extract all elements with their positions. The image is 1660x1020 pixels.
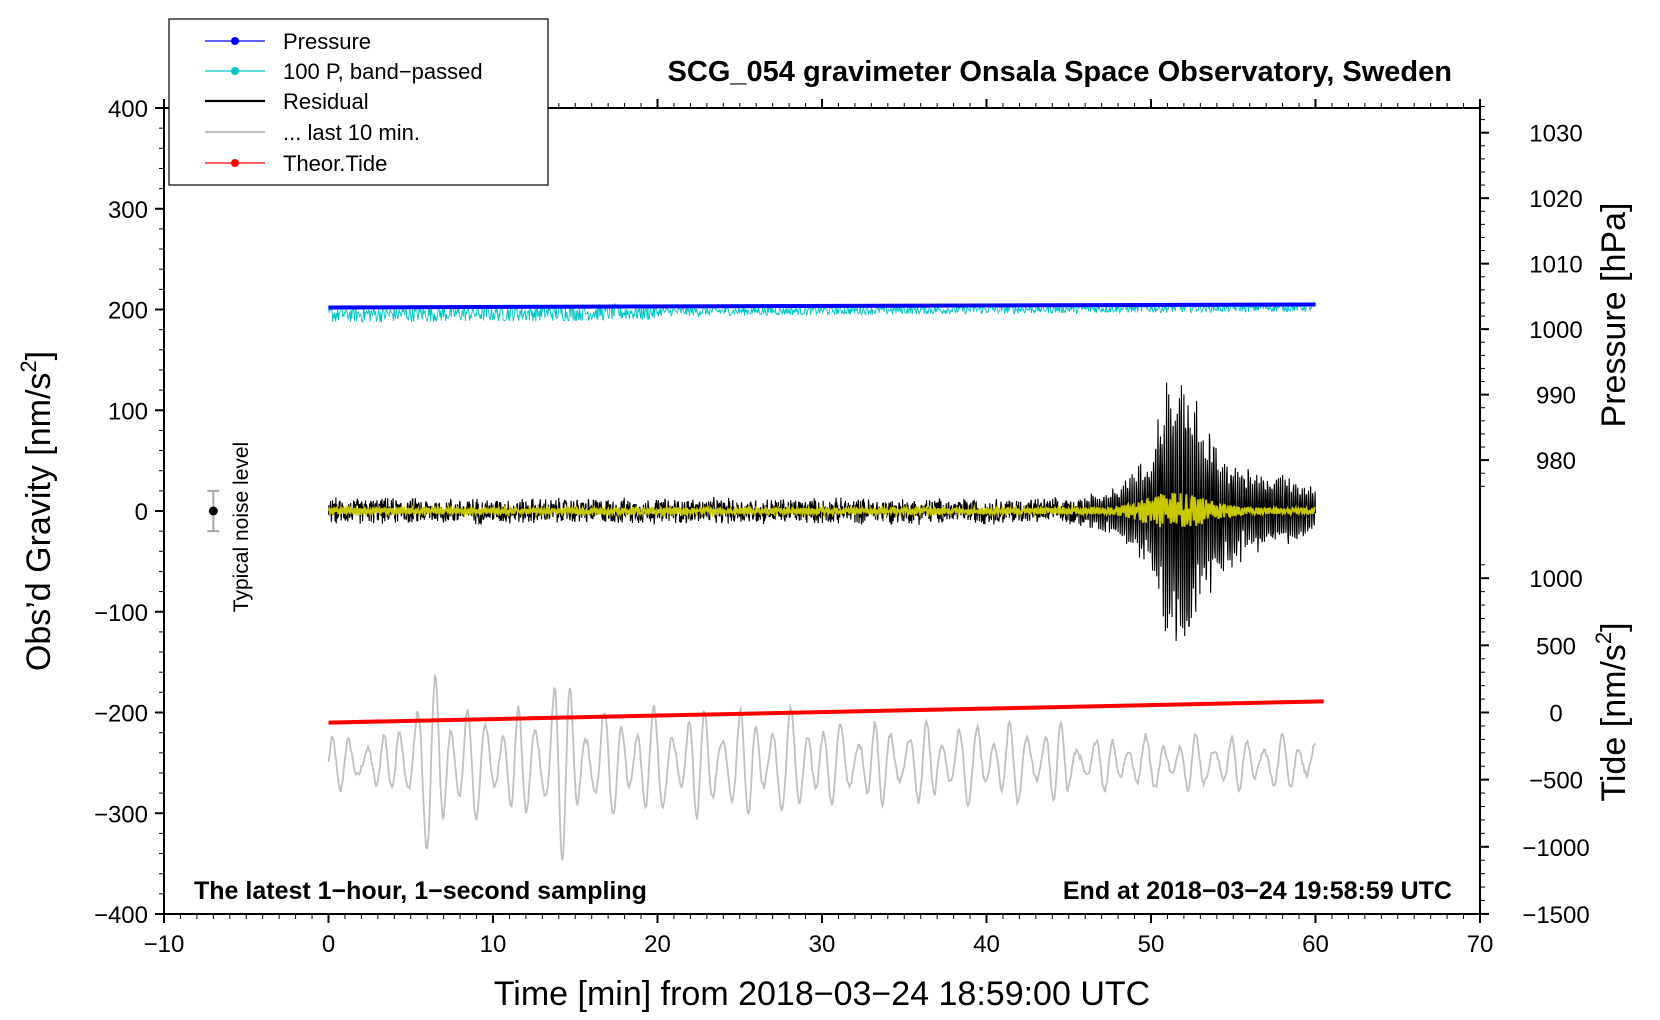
x-tick-label: 20 [644,931,671,958]
legend-marker-tide [231,159,239,167]
pressure-tick-label: 990 [1536,383,1576,410]
x-tick-label: 50 [1138,931,1165,958]
chart-title: SCG_054 gravimeter Onsala Space Observat… [668,56,1452,88]
legend-entry-pressure: Pressure [205,29,371,54]
y-axis-label-text: Obs’d Gravity [nm/s [20,373,58,672]
legend-marker-bandpassed [231,67,239,75]
tide-tick-label: 500 [1536,633,1576,660]
x-tick-label: 40 [973,931,1000,958]
tide-axis-label-sup: 2 [1591,632,1616,644]
tide-axis-label: Tide [nm/s2] [1591,622,1633,801]
y-tick-label: 400 [108,96,148,123]
y-axis-label-close: ] [20,351,58,360]
legend-label-residual: Residual [283,89,369,114]
pressure-tick-label: 1020 [1529,186,1582,213]
legend-label-bandpassed: 100 P, band−passed [283,59,483,84]
x-tick-label: −10 [144,931,185,958]
end-time-annotation: End at 2018−03−24 19:58:59 UTC [1063,877,1452,905]
tide-tick-label: −1000 [1522,835,1589,862]
x-tick-label: 0 [322,931,335,958]
series-residual-filtered-line [327,492,1316,528]
pressure-tick-label: 1000 [1529,317,1582,344]
data-layer [327,301,1324,861]
y-axis-label: Obs’d Gravity [nm/s2] [16,351,58,671]
y-tick-label: 0 [135,499,148,526]
legend-entry-residual: Residual [205,89,369,114]
series-pressure-line [328,302,1316,310]
y-tick-label: 200 [108,298,148,325]
legend-entry-tide: Theor.Tide [205,151,387,176]
x-axis-label: Time [min] from 2018−03−24 18:59:00 UTC [494,975,1150,1013]
x-tick-label: 60 [1302,931,1329,958]
x-tick-label: 30 [809,931,836,958]
tide-tick-label: −500 [1529,768,1583,795]
pressure-tick-label: 1030 [1529,121,1582,148]
noise-label: Typical noise level [230,442,253,612]
y-tick-label: −200 [94,701,148,728]
legend-label-last10: ... last 10 min. [283,120,420,145]
series-bandpassed-line [328,301,1316,324]
series-tide-line [328,699,1324,725]
pressure-tick-label: 1010 [1529,252,1582,279]
y-tick-label: 100 [108,398,148,425]
legend-marker-pressure [231,37,239,45]
tide-tick-label: 0 [1549,701,1562,728]
y-tick-label: 300 [108,197,148,224]
tide-axis-label-text: Tide [nm/s [1595,644,1633,801]
sampling-annotation: The latest 1−hour, 1−second sampling [194,877,647,905]
x-tick-label: 10 [480,931,507,958]
legend-label-pressure: Pressure [283,29,371,54]
tide-tick-label: −1500 [1522,902,1589,929]
legend-entry-bandpassed: 100 P, band−passed [205,59,483,84]
pressure-tick-label: 980 [1536,448,1576,475]
x-tick-label: 70 [1467,931,1494,958]
tide-tick-label: 1000 [1529,566,1582,593]
tide-axis-label-close: ] [1595,622,1633,631]
legend-entry-last10: ... last 10 min. [205,120,420,145]
axis-layer: −10 0 10 20 30 40 50 60 704003002001000−100−200−… [94,96,1590,958]
legend-label-tide: Theor.Tide [283,151,387,176]
pressure-axis-label: Pressure [hPa] [1595,203,1633,428]
y-tick-label: −400 [94,902,148,929]
y-tick-label: −100 [94,600,148,627]
y-tick-label: −300 [94,801,148,828]
legend: Pressure 100 P, band−passed Residual ...… [168,18,549,186]
y-axis-label-sup: 2 [16,360,41,372]
noise-indicator: Typical noise level [207,442,253,612]
series-last10-line [327,673,1317,861]
noise-dot [208,506,218,516]
